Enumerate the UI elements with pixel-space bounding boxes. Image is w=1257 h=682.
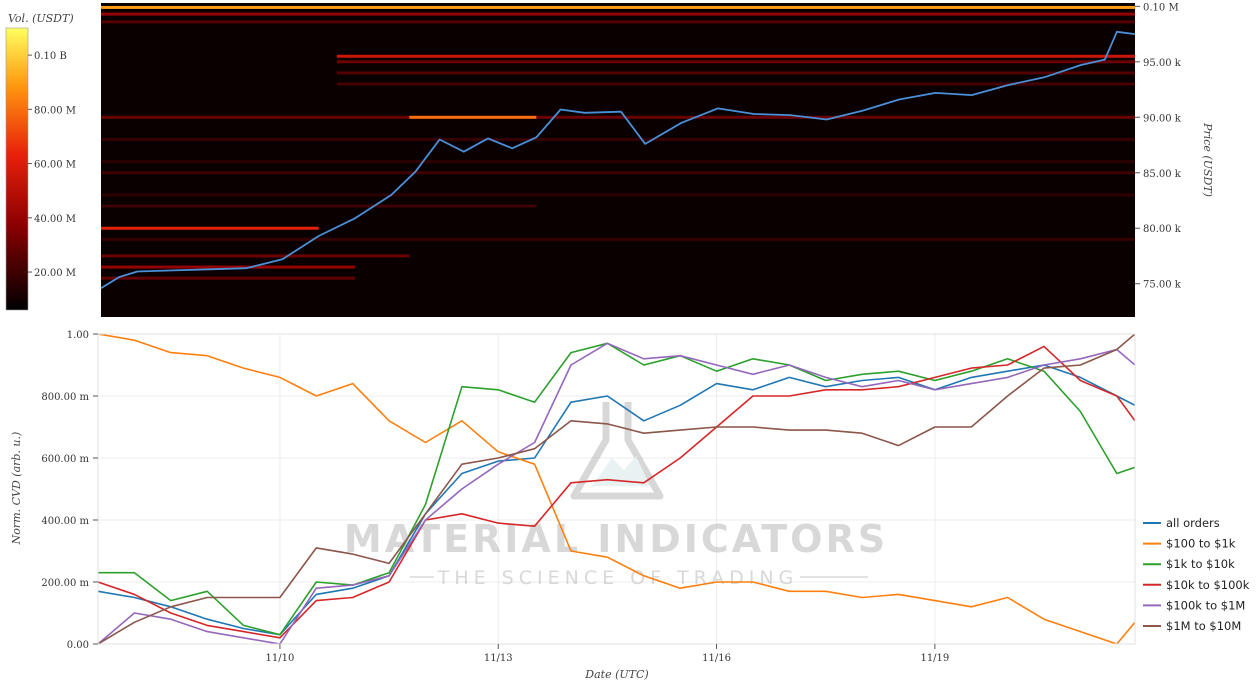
heatmap-level	[101, 237, 1135, 241]
price-tick-label: 85.00 k	[1143, 169, 1182, 180]
colorbar-label: Vol. (USDT)	[8, 12, 74, 25]
colorbar-tick-label: 0.10 B	[34, 51, 67, 62]
heatmap-level	[336, 60, 1135, 64]
price-tick-label: 80.00 k	[1143, 224, 1182, 235]
heatmap-level	[336, 54, 1135, 58]
cvd-x-tick-label: 11/10	[266, 653, 295, 664]
colorbar-tick-label: 60.00 M	[34, 160, 76, 171]
price-tick-label: 90.00 k	[1143, 113, 1182, 124]
price-axis-ticks: 75.00 k 80.00 k 85.00 k 90.00 k 95.00 k 0.10 …	[1135, 2, 1182, 291]
heatmap-level	[101, 254, 410, 258]
price-line-path	[101, 30, 1135, 289]
cvd-y-tick-label: 400.00 m	[41, 516, 89, 527]
cvd-line	[98, 334, 1135, 644]
legend-item[interactable]: $10k to $100k	[1143, 578, 1250, 592]
price-tick-label: 75.00 k	[1143, 280, 1182, 291]
heatmap-level	[336, 71, 1135, 75]
cvd-line	[98, 334, 1135, 644]
heatmap-panel: 75.00 k 80.00 k 85.00 k 90.00 k 95.00 k 0.10 …	[101, 2, 1214, 317]
cvd-frame	[97, 333, 1136, 645]
heatmap-level	[101, 20, 1135, 24]
legend[interactable]: all orders $100 to $1k $1k to $10k $10k to …	[1136, 508, 1254, 640]
heatmap-level	[101, 204, 537, 208]
cvd-line	[98, 342, 1135, 636]
cvd-series	[98, 334, 1135, 644]
legend-box	[1136, 508, 1254, 640]
colorbar: Vol. (USDT) 20.00 M 40.00 M 60.00 M 80.00 M…	[5, 12, 76, 311]
cvd-y-tick-label: 800.00 m	[41, 392, 89, 403]
colorbar-gradient	[5, 27, 29, 311]
legend-label: all orders	[1166, 516, 1220, 530]
price-tick-label: 95.00 k	[1143, 58, 1182, 69]
watermark-tagline: THE SCIENCE OF TRADING	[437, 567, 799, 589]
legend-item[interactable]: $1M to $10M	[1143, 619, 1241, 633]
cvd-y-tick-label: 200.00 m	[41, 578, 89, 589]
heatmap-level	[101, 193, 1135, 197]
heatmap-level	[101, 115, 1135, 119]
cvd-panel: MATERIAL INDICATORS THE SCIENCE OF TRADI…	[10, 330, 1254, 681]
heatmap-level	[336, 82, 1135, 86]
heatmap-level	[409, 115, 537, 119]
cvd-line	[98, 342, 1135, 644]
legend-item[interactable]: all orders	[1143, 516, 1220, 530]
cvd-y-tick-label: 0.00	[67, 640, 89, 651]
heatmap-level	[101, 265, 355, 269]
colorbar-ticks: 20.00 M 40.00 M 60.00 M 80.00 M 0.10 B	[28, 51, 76, 279]
cvd-line	[98, 345, 1135, 639]
heatmap-background	[101, 3, 1135, 317]
price-tick-label: 0.10 M	[1143, 2, 1179, 13]
watermark-flask-icon	[570, 402, 664, 500]
cvd-y-tick-label: 600.00 m	[41, 454, 89, 465]
heatmap-level	[101, 137, 1135, 141]
price-line	[101, 30, 1135, 289]
cvd-y-ticks: 0.00 200.00 m 400.00 m 600.00 m 800.00 m 1.00	[41, 330, 98, 651]
cvd-x-tick-label: 11/16	[702, 653, 731, 664]
heatmap-level	[101, 226, 319, 230]
legend-label: $100 to $1k	[1166, 537, 1236, 551]
legend-label: $1k to $10k	[1166, 557, 1235, 571]
watermark-brand: MATERIAL INDICATORS	[344, 517, 888, 561]
heatmap-level	[101, 171, 1135, 175]
cvd-x-ticks: 11/10 11/13 11/16 11/19	[266, 644, 949, 664]
cvd-x-tick-label: 11/19	[920, 653, 949, 664]
heatmap-levels	[101, 5, 1135, 280]
price-axis-label: Price (USDT)	[1201, 122, 1214, 197]
colorbar-tick-label: 20.00 M	[34, 268, 76, 279]
cvd-x-tick-label: 11/13	[484, 653, 513, 664]
heatmap-level	[101, 160, 1135, 164]
heatmap-level	[101, 276, 355, 280]
heatmap-level	[101, 12, 1135, 16]
legend-label: $100k to $1M	[1166, 598, 1245, 612]
legend-item[interactable]: $1k to $10k	[1143, 557, 1235, 571]
cvd-x-axis-label: Date (UTC)	[584, 668, 648, 681]
colorbar-tick-label: 40.00 M	[34, 214, 76, 225]
cvd-y-tick-label: 1.00	[67, 330, 89, 341]
legend-label: $1M to $10M	[1166, 619, 1241, 633]
cvd-y-axis-label: Norm. CVD (arb. u.)	[10, 432, 23, 546]
legend-item[interactable]: $100k to $1M	[1143, 598, 1245, 612]
heatmap-level	[101, 5, 1135, 9]
legend-item[interactable]: $100 to $1k	[1143, 537, 1236, 551]
legend-label: $10k to $100k	[1166, 578, 1250, 592]
colorbar-tick-label: 80.00 M	[34, 105, 76, 116]
